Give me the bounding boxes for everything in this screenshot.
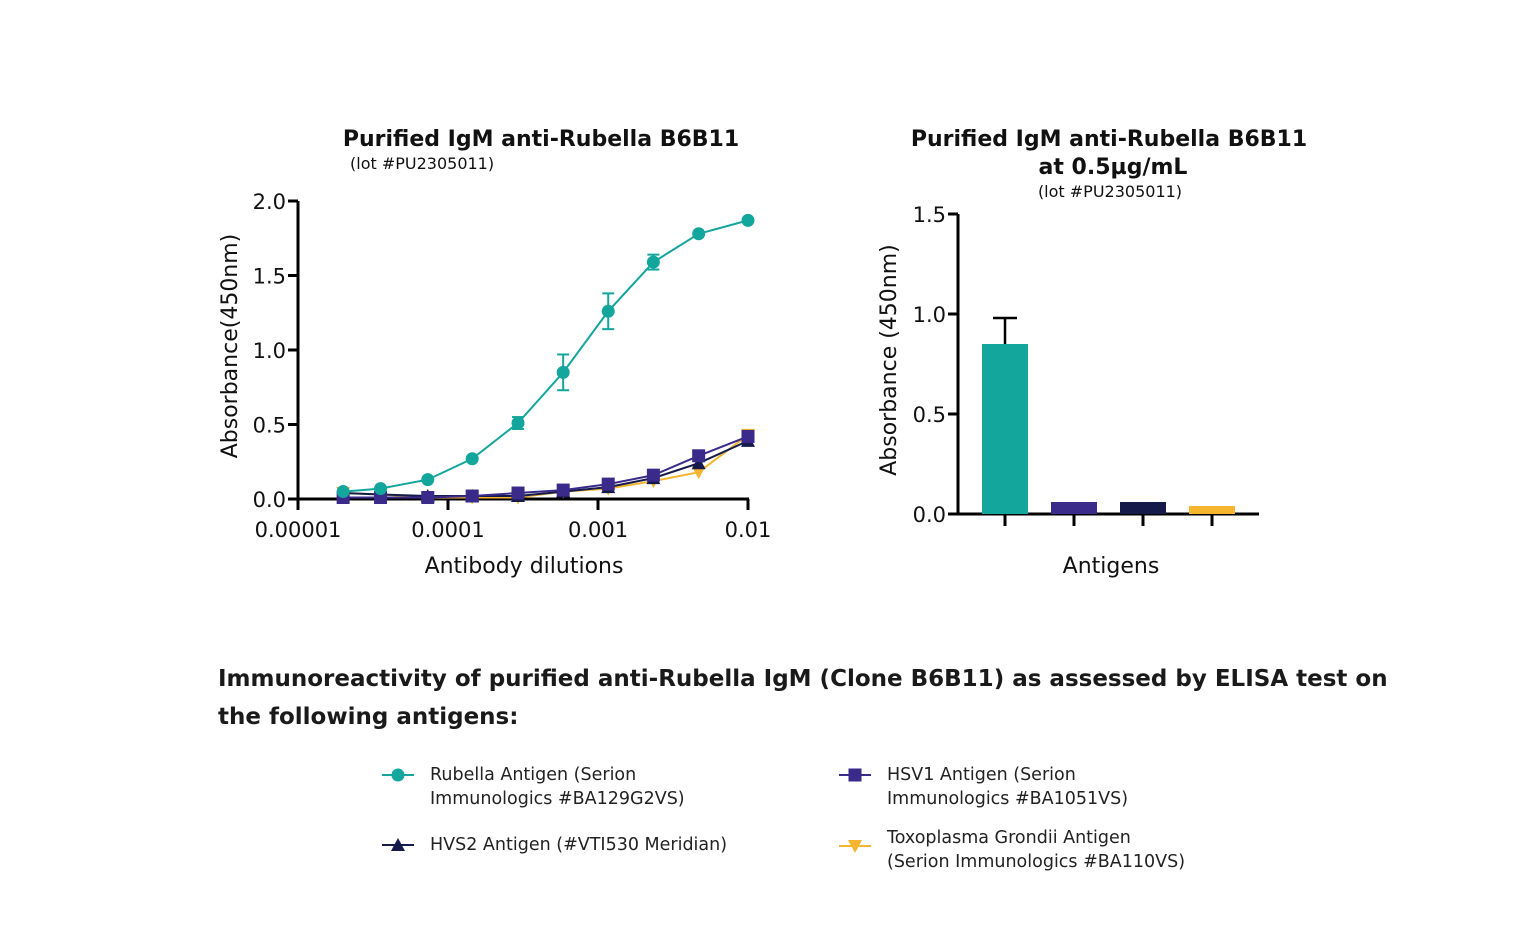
bar xyxy=(1051,502,1097,514)
bar-chart-xlabel: Antigens xyxy=(1063,554,1160,579)
legend-label-rubella: Rubella Antigen (Serion Immunologics #BA… xyxy=(430,765,685,809)
legend-item-hsv1: HSV1 Antigen (Serion Immunologics #BA105… xyxy=(837,763,1128,811)
data-point-circle xyxy=(336,485,350,499)
bar-chart-bars xyxy=(982,316,1235,514)
legend-label-toxoplasma: Toxoplasma Grondii Antigen (Serion Immun… xyxy=(887,828,1186,872)
bar xyxy=(1189,506,1235,514)
legend-item-toxoplasma: Toxoplasma Grondii Antigen (Serion Immun… xyxy=(837,826,1185,874)
data-point-triangle-down xyxy=(691,466,706,480)
series-line-square xyxy=(343,435,749,499)
series-line-circle xyxy=(343,219,749,493)
data-point-square xyxy=(465,489,479,503)
bar-chart-y-tick-label: 0.5 xyxy=(913,403,946,427)
data-point-square xyxy=(741,429,755,443)
line-chart-x-tick-label: 0.001 xyxy=(568,518,628,542)
line-chart-y-tick-label: 1.0 xyxy=(253,339,286,363)
line-chart-xlabel: Antibody dilutions xyxy=(425,554,624,579)
data-point-square xyxy=(511,486,525,500)
data-point-square xyxy=(646,468,660,482)
bar-chart-y-tick-label: 1.0 xyxy=(913,303,946,327)
line-chart-y-tick-label: 0.5 xyxy=(253,414,286,438)
bar-chart-ylabel: Absorbance (450nm) xyxy=(877,244,902,476)
data-point-square xyxy=(556,483,570,497)
figure-caption: Immunoreactivity of purified anti-Rubell… xyxy=(218,666,1388,730)
bar-chart-subtitle: (lot #PU2305011) xyxy=(1038,182,1182,201)
bar xyxy=(982,344,1028,514)
bar-chart-axes: 0.0 0.5 1.0 1.5 xyxy=(913,203,1259,527)
legend-label-hsv1: HSV1 Antigen (Serion Immunologics #BA105… xyxy=(887,765,1129,809)
line-chart-y-tick-label: 1.5 xyxy=(253,265,286,289)
data-point-square xyxy=(374,491,388,505)
line-chart-y-tick-label: 2.0 xyxy=(253,190,286,214)
legend-marker-square xyxy=(837,763,873,787)
data-point-circle xyxy=(374,482,388,496)
legend-symbol-square xyxy=(848,768,862,782)
legend-label-hvs2: HVS2 Antigen (#VTI530 Meridian) xyxy=(430,835,728,855)
legend-marker-circle xyxy=(380,763,416,787)
line-chart-x-tick-label: 0.00001 xyxy=(255,518,342,542)
legend-marker-triangle-up xyxy=(380,833,416,857)
line-chart-subtitle: (lot #PU2305011) xyxy=(350,154,494,173)
bar-chart-title: Purified IgM anti-Rubella B6B11 xyxy=(911,127,1307,152)
data-point-square xyxy=(692,449,706,463)
bar-chart-y-tick-label: 1.5 xyxy=(913,203,946,227)
data-point-circle xyxy=(646,255,660,269)
bar xyxy=(1120,502,1166,514)
data-point-circle xyxy=(511,416,525,430)
line-chart-title: Purified IgM anti-Rubella B6B11 xyxy=(343,127,739,152)
legend-item-rubella: Rubella Antigen (Serion Immunologics #BA… xyxy=(380,763,685,811)
data-point-circle xyxy=(601,304,615,318)
line-chart-y-tick-label: 0.0 xyxy=(253,488,286,512)
data-point-square xyxy=(601,477,615,491)
data-point-circle xyxy=(465,452,479,466)
data-point-square xyxy=(421,491,435,505)
bar-chart-y-tick-label: 0.0 xyxy=(913,503,946,527)
legend-item-hvs2: HVS2 Antigen (#VTI530 Meridian) xyxy=(380,833,727,857)
line-chart-axes: 0.0 0.5 1.0 1.5 2.0 0.00001 0.0001 0.001 0.01 xyxy=(253,190,772,542)
line-chart-x-tick-label: 0.01 xyxy=(725,518,772,542)
data-point-circle xyxy=(556,365,570,379)
data-point-triangle-up xyxy=(691,456,706,470)
legend-marker-triangle-down xyxy=(837,834,873,858)
series-line-triangle-up xyxy=(343,439,749,497)
bar-chart-title-line2: at 0.5µg/mL xyxy=(1039,155,1188,180)
data-point-circle xyxy=(741,213,755,227)
data-point-circle xyxy=(421,473,435,487)
legend-symbol-circle xyxy=(391,768,405,782)
data-point-circle xyxy=(692,227,706,241)
line-chart-ylabel: Absorbance(450nm) xyxy=(218,234,243,459)
line-chart-series xyxy=(336,213,755,505)
line-chart-x-tick-label: 0.0001 xyxy=(411,518,484,542)
legend-symbol-triangle-up xyxy=(391,838,405,851)
legend-symbol-triangle-down xyxy=(848,840,862,853)
